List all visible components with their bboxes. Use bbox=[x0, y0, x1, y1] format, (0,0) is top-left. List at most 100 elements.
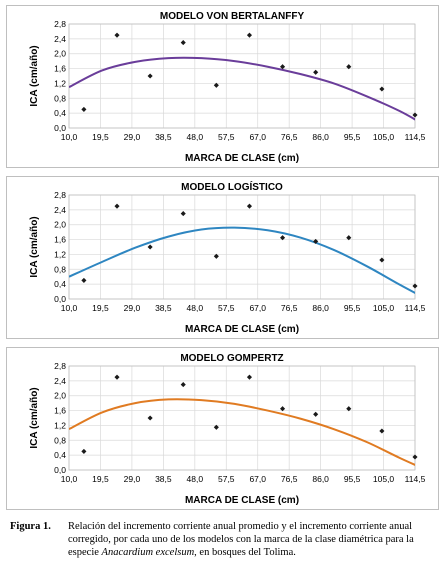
caption-text: Relación del incremento corriente anual … bbox=[68, 520, 440, 559]
x-tick-label: 105,0 bbox=[373, 132, 395, 142]
y-tick-label: 0,8 bbox=[54, 93, 66, 103]
x-tick-label: 76,5 bbox=[281, 132, 298, 142]
chart-panel-logistico: MODELO LOGÍSTICO 0,0 0,4 0,8 1,2 1,6 2,0 2,4 2,8… bbox=[6, 176, 439, 339]
data-point bbox=[280, 235, 286, 241]
chart-title: MODELO VON BERTALANFFY bbox=[160, 11, 305, 22]
y-tick-label: 0,0 bbox=[54, 123, 66, 133]
data-point bbox=[180, 382, 186, 388]
x-tick-label: 86,0 bbox=[312, 132, 329, 142]
data-point bbox=[180, 211, 186, 217]
x-tick-label: 114,5 bbox=[405, 132, 426, 142]
y-tick-label: 0,0 bbox=[54, 294, 66, 304]
x-tick-label: 57,5 bbox=[218, 132, 235, 142]
plot-area bbox=[68, 23, 416, 129]
data-point bbox=[213, 253, 219, 259]
caption-label: Figura 1. bbox=[10, 521, 51, 532]
chart-svg: MODELO GOMPERTZ 0,0 0,4 0,8 1,2 1,6 2,0 2,4 2,8 1… bbox=[29, 353, 426, 506]
y-axis-label: ICA (cm/año) bbox=[29, 216, 40, 277]
x-tick-label: 19,5 bbox=[92, 303, 109, 313]
data-point bbox=[81, 277, 87, 283]
data-point bbox=[246, 203, 252, 209]
data-point bbox=[213, 424, 219, 430]
x-tick-label: 19,5 bbox=[92, 474, 109, 484]
x-tick-label: 95,5 bbox=[344, 132, 361, 142]
x-axis-label: MARCA DE CLASE (cm) bbox=[185, 324, 299, 335]
data-point bbox=[280, 64, 286, 70]
data-point bbox=[246, 374, 252, 380]
y-tick-label: 0,8 bbox=[54, 435, 66, 445]
data-point bbox=[81, 448, 87, 454]
y-tick-label: 2,4 bbox=[54, 376, 66, 386]
plot-area bbox=[68, 194, 416, 300]
x-tick-label: 67,0 bbox=[249, 132, 266, 142]
data-point bbox=[180, 40, 186, 46]
x-tick-label: 38,5 bbox=[155, 303, 172, 313]
y-tick-label: 1,2 bbox=[54, 78, 66, 88]
x-tick-label: 48,0 bbox=[187, 132, 204, 142]
data-point bbox=[280, 406, 286, 412]
chart-title: MODELO LOGÍSTICO bbox=[181, 180, 283, 193]
fit-curve bbox=[69, 226, 415, 295]
caption-text-after: , en bosques del Tolima. bbox=[194, 547, 296, 558]
x-tick-label: 114,5 bbox=[405, 474, 426, 484]
y-axis-label: ICA (cm/año) bbox=[29, 387, 40, 448]
data-point bbox=[313, 411, 319, 417]
chart-svg: MODELO LOGÍSTICO 0,0 0,4 0,8 1,2 1,6 2,0 2,4 2,8… bbox=[29, 180, 426, 335]
y-tick-label: 2,0 bbox=[54, 220, 66, 230]
chart-panel-von-bertalanffy: MODELO VON BERTALANFFY 0,0 0,4 0,8 1,2 1,6 2,0… bbox=[6, 5, 439, 168]
data-point bbox=[213, 82, 219, 88]
x-tick-label: 19,5 bbox=[92, 132, 109, 142]
x-tick-label: 29,0 bbox=[124, 474, 141, 484]
x-tick-label: 29,0 bbox=[124, 132, 141, 142]
x-tick-label: 105,0 bbox=[373, 303, 395, 313]
y-tick-label: 2,4 bbox=[54, 34, 66, 44]
y-tick-label: 2,8 bbox=[54, 19, 66, 29]
y-axis-label: ICA (cm/año) bbox=[29, 45, 40, 106]
x-tick-label: 86,0 bbox=[312, 303, 329, 313]
data-point bbox=[114, 32, 120, 38]
y-tick-label: 0,4 bbox=[54, 108, 66, 118]
x-axis-label: MARCA DE CLASE (cm) bbox=[185, 495, 299, 506]
data-point bbox=[246, 32, 252, 38]
y-tick-label: 2,4 bbox=[54, 205, 66, 215]
chart-panel-gompertz: MODELO GOMPERTZ 0,0 0,4 0,8 1,2 1,6 2,0 2,4 2,8 1… bbox=[6, 347, 439, 510]
caption-species: Anacardium excelsum bbox=[101, 547, 195, 558]
x-tick-label: 57,5 bbox=[218, 303, 235, 313]
x-tick-label: 76,5 bbox=[281, 303, 298, 313]
chart-title: MODELO GOMPERTZ bbox=[180, 353, 283, 364]
x-tick-label: 48,0 bbox=[187, 303, 204, 313]
y-tick-label: 0,4 bbox=[54, 450, 66, 460]
x-tick-label: 105,0 bbox=[373, 474, 395, 484]
y-tick-label: 0,0 bbox=[54, 465, 66, 475]
x-tick-label: 67,0 bbox=[249, 303, 266, 313]
x-tick-label: 86,0 bbox=[312, 474, 329, 484]
data-point bbox=[147, 244, 153, 250]
x-tick-label: 38,5 bbox=[155, 474, 172, 484]
x-tick-label: 95,5 bbox=[344, 303, 361, 313]
data-point bbox=[147, 73, 153, 79]
data-point bbox=[81, 106, 87, 112]
x-axis-label: MARCA DE CLASE (cm) bbox=[185, 153, 299, 164]
y-tick-label: 2,0 bbox=[54, 391, 66, 401]
x-tick-label: 67,0 bbox=[249, 474, 266, 484]
x-tick-label: 114,5 bbox=[405, 303, 426, 313]
y-tick-label: 1,6 bbox=[54, 406, 66, 416]
chart-svg: MODELO VON BERTALANFFY 0,0 0,4 0,8 1,2 1,6 2,0… bbox=[29, 11, 426, 164]
fit-curve bbox=[69, 398, 415, 466]
data-point bbox=[313, 69, 319, 75]
y-tick-label: 1,2 bbox=[54, 420, 66, 430]
caption-text-before: Relación del incremento corriente anual … bbox=[68, 521, 414, 558]
x-tick-label: 57,5 bbox=[218, 474, 235, 484]
y-tick-label: 2,8 bbox=[54, 361, 66, 371]
x-tick-label: 10,0 bbox=[61, 303, 78, 313]
x-tick-label: 95,5 bbox=[344, 474, 361, 484]
y-tick-label: 1,6 bbox=[54, 64, 66, 74]
y-tick-label: 0,8 bbox=[54, 264, 66, 274]
y-tick-label: 1,6 bbox=[54, 235, 66, 245]
x-tick-label: 76,5 bbox=[281, 474, 298, 484]
data-point bbox=[114, 374, 120, 380]
x-tick-label: 48,0 bbox=[187, 474, 204, 484]
plot-area bbox=[68, 365, 416, 471]
x-tick-label: 10,0 bbox=[61, 474, 78, 484]
data-point bbox=[114, 203, 120, 209]
